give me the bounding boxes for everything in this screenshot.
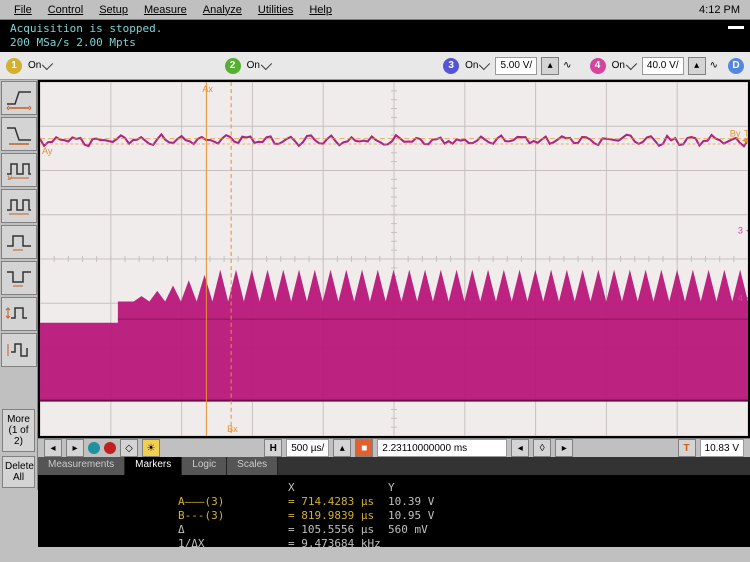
marker-hdr-x: X <box>288 481 388 495</box>
pos-left-icon[interactable]: ◂ <box>511 439 529 457</box>
svg-text:4: 4 <box>738 293 743 303</box>
ch4-badge[interactable]: 4 <box>590 58 606 74</box>
position-box[interactable]: 2.23110000000 ms <box>377 439 507 457</box>
delete-all-button[interactable]: Delete All <box>2 456 35 488</box>
marker-row: 1/ΔX= 9.473684 kHz <box>178 537 610 551</box>
marker-row: B---(3)= 819.9839 µs10.95 V <box>178 509 610 523</box>
tab-scales[interactable]: Scales <box>227 457 278 475</box>
scope-svg: Ax Bx Ay By 3 4 T <box>40 82 748 436</box>
trigger-value: 10.83 V <box>705 443 739 454</box>
ch3-on[interactable]: On <box>465 60 489 71</box>
menu-utilities[interactable]: Utilities <box>250 4 301 16</box>
svg-text:Ay: Ay <box>42 146 53 156</box>
delete-all-label: Delete All <box>5 461 32 483</box>
menu-analyze[interactable]: Analyze <box>195 4 250 16</box>
ch3-vdiv-value: 5.00 V/ <box>500 60 532 71</box>
sample-rate: 200 MSa/s 2.00 Mpts <box>10 36 740 50</box>
pos-right-icon[interactable]: ▸ <box>555 439 573 457</box>
menu-setup[interactable]: Setup <box>91 4 136 16</box>
svg-text:T: T <box>744 128 748 138</box>
menu-control[interactable]: Control <box>40 4 91 16</box>
ch3-vdiv[interactable]: 5.00 V/ <box>495 57 537 75</box>
menu-measure[interactable]: Measure <box>136 4 195 16</box>
h-label: H <box>264 439 282 457</box>
tb-up-icon[interactable]: ▴ <box>333 439 351 457</box>
timebase-value: 500 µs/ <box>291 443 324 454</box>
scroll-left-icon[interactable]: ◂ <box>44 439 62 457</box>
status-bar: Acquisition is stopped. 200 MSa/s 2.00 M… <box>0 20 750 52</box>
digital-badge[interactable]: D <box>728 58 744 74</box>
ch4-on[interactable]: On <box>612 60 636 71</box>
trigger-box[interactable]: 10.83 V <box>700 439 744 457</box>
tool-pkpk-icon[interactable] <box>1 333 37 367</box>
pos-center-icon[interactable]: ◊ <box>533 439 551 457</box>
position-value: 2.23110000000 ms <box>382 443 467 454</box>
sun-icon[interactable]: ☀ <box>142 439 160 457</box>
ch4-vdiv-value: 40.0 V/ <box>647 60 679 71</box>
tab-logic[interactable]: Logic <box>182 457 227 475</box>
more-sub-label: (1 of 2) <box>5 425 32 447</box>
tabs: Measurements Markers Logic Scales <box>38 457 750 475</box>
ch4-vdiv[interactable]: 40.0 V/ <box>642 57 684 75</box>
ch2-on[interactable]: On <box>247 60 271 71</box>
dot-cyan-icon[interactable] <box>88 442 100 454</box>
channel-bar: 1 On 2 On 3 On 5.00 V/ ▴ ∿ 4 On 40.0 V/ … <box>0 52 750 80</box>
tool-period-icon[interactable]: 1/ <box>1 153 37 187</box>
tool-amplitude-icon[interactable] <box>1 297 37 331</box>
diamond-icon[interactable]: ◇ <box>120 439 138 457</box>
bottom-controls: ◂ ▸ ◇ ☀ H 500 µs/ ▴ ■ 2.23110000000 ms ◂… <box>38 438 750 457</box>
scroll-right-icon[interactable]: ▸ <box>66 439 84 457</box>
minimize-icon[interactable] <box>728 26 744 29</box>
svg-text:By: By <box>730 129 741 139</box>
ch1-badge[interactable]: 1 <box>6 58 22 74</box>
waveform-grid[interactable]: Ax Bx Ay By 3 4 T <box>40 82 748 436</box>
tab-markers[interactable]: Markers <box>125 457 182 475</box>
tool-rise-edge-icon[interactable] <box>1 81 37 115</box>
ch2-badge[interactable]: 2 <box>225 58 241 74</box>
scope-area: Ax Bx Ay By 3 4 T ◂ ▸ ◇ ☀ H 500 µs/ ▴ ■ 2.2311… <box>38 80 750 490</box>
clock: 4:12 PM <box>699 4 744 16</box>
dot-red-icon[interactable] <box>104 442 116 454</box>
tool-pulse-down-icon[interactable] <box>1 261 37 295</box>
svg-text:3: 3 <box>738 226 743 236</box>
ch4-up-icon[interactable]: ▴ <box>688 57 706 75</box>
menu-file[interactable]: File <box>6 4 40 16</box>
ch4-coupling-icon[interactable]: ∿ <box>710 60 718 71</box>
sidebar: 1/ More(1 of 2) Delete All <box>0 80 38 490</box>
marker-row: A———(3)= 714.4283 µs10.39 V <box>178 495 610 509</box>
menu-help[interactable]: Help <box>301 4 340 16</box>
marker-hdr-y: Y <box>388 481 468 495</box>
tool-pulse-up-icon[interactable] <box>1 225 37 259</box>
more-button[interactable]: More(1 of 2) <box>2 409 35 452</box>
tool-freq-icon[interactable] <box>1 189 37 223</box>
ch3-badge[interactable]: 3 <box>443 58 459 74</box>
acquisition-status: Acquisition is stopped. <box>10 22 740 36</box>
runstop-icon[interactable]: ■ <box>355 439 373 457</box>
svg-text:1/: 1/ <box>7 176 12 182</box>
ch3-coupling-icon[interactable]: ∿ <box>563 60 571 71</box>
ch1-on[interactable]: On <box>28 60 52 71</box>
tool-fall-edge-icon[interactable] <box>1 117 37 151</box>
menubar: File Control Setup Measure Analyze Utili… <box>0 0 750 20</box>
marker-row: Δ= 105.5556 µs560 mV <box>178 523 610 537</box>
timebase-box[interactable]: 500 µs/ <box>286 439 329 457</box>
tab-measurements[interactable]: Measurements <box>38 457 125 475</box>
svg-text:Bx: Bx <box>227 424 238 434</box>
t-label: T <box>678 439 696 457</box>
main-area: 1/ More(1 of 2) Delete All Ax Bx Ay By 3 4 T ◂… <box>0 80 750 490</box>
ch3-up-icon[interactable]: ▴ <box>541 57 559 75</box>
marker-data: XY A———(3)= 714.4283 µs10.39 VB---(3)= 8… <box>38 475 750 557</box>
svg-text:Ax: Ax <box>202 84 213 94</box>
more-label: More <box>5 414 32 425</box>
tabs-panel: Measurements Markers Logic Scales XY A——… <box>38 457 750 547</box>
